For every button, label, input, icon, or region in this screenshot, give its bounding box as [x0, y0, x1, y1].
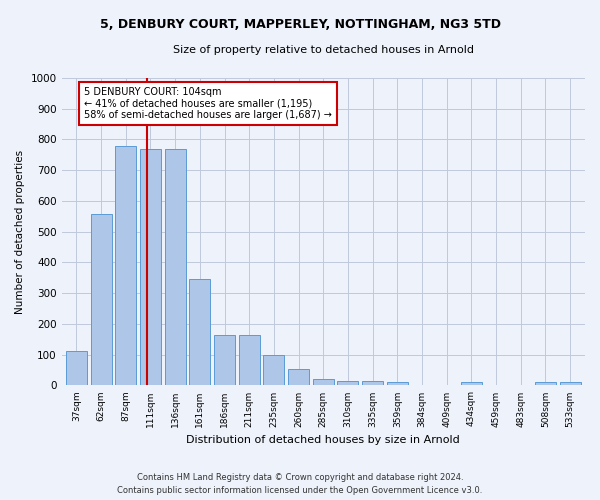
Bar: [91, 214, 112, 386]
Y-axis label: Number of detached properties: Number of detached properties: [15, 150, 25, 314]
Bar: [461, 382, 482, 386]
Bar: [115, 146, 136, 386]
Title: Size of property relative to detached houses in Arnold: Size of property relative to detached ho…: [173, 45, 474, 55]
Bar: [560, 382, 581, 386]
Bar: [535, 382, 556, 386]
Bar: [362, 381, 383, 386]
Bar: [337, 381, 358, 386]
Bar: [140, 148, 161, 386]
Bar: [263, 356, 284, 386]
Text: Contains HM Land Registry data © Crown copyright and database right 2024.
Contai: Contains HM Land Registry data © Crown c…: [118, 474, 482, 495]
Bar: [190, 280, 211, 386]
Bar: [214, 334, 235, 386]
Bar: [239, 334, 260, 386]
Bar: [288, 368, 309, 386]
Bar: [66, 350, 87, 386]
Bar: [164, 148, 185, 386]
Text: 5, DENBURY COURT, MAPPERLEY, NOTTINGHAM, NG3 5TD: 5, DENBURY COURT, MAPPERLEY, NOTTINGHAM,…: [100, 18, 500, 30]
X-axis label: Distribution of detached houses by size in Arnold: Distribution of detached houses by size …: [187, 435, 460, 445]
Text: 5 DENBURY COURT: 104sqm
← 41% of detached houses are smaller (1,195)
58% of semi: 5 DENBURY COURT: 104sqm ← 41% of detache…: [84, 87, 332, 120]
Bar: [387, 382, 408, 386]
Bar: [313, 380, 334, 386]
